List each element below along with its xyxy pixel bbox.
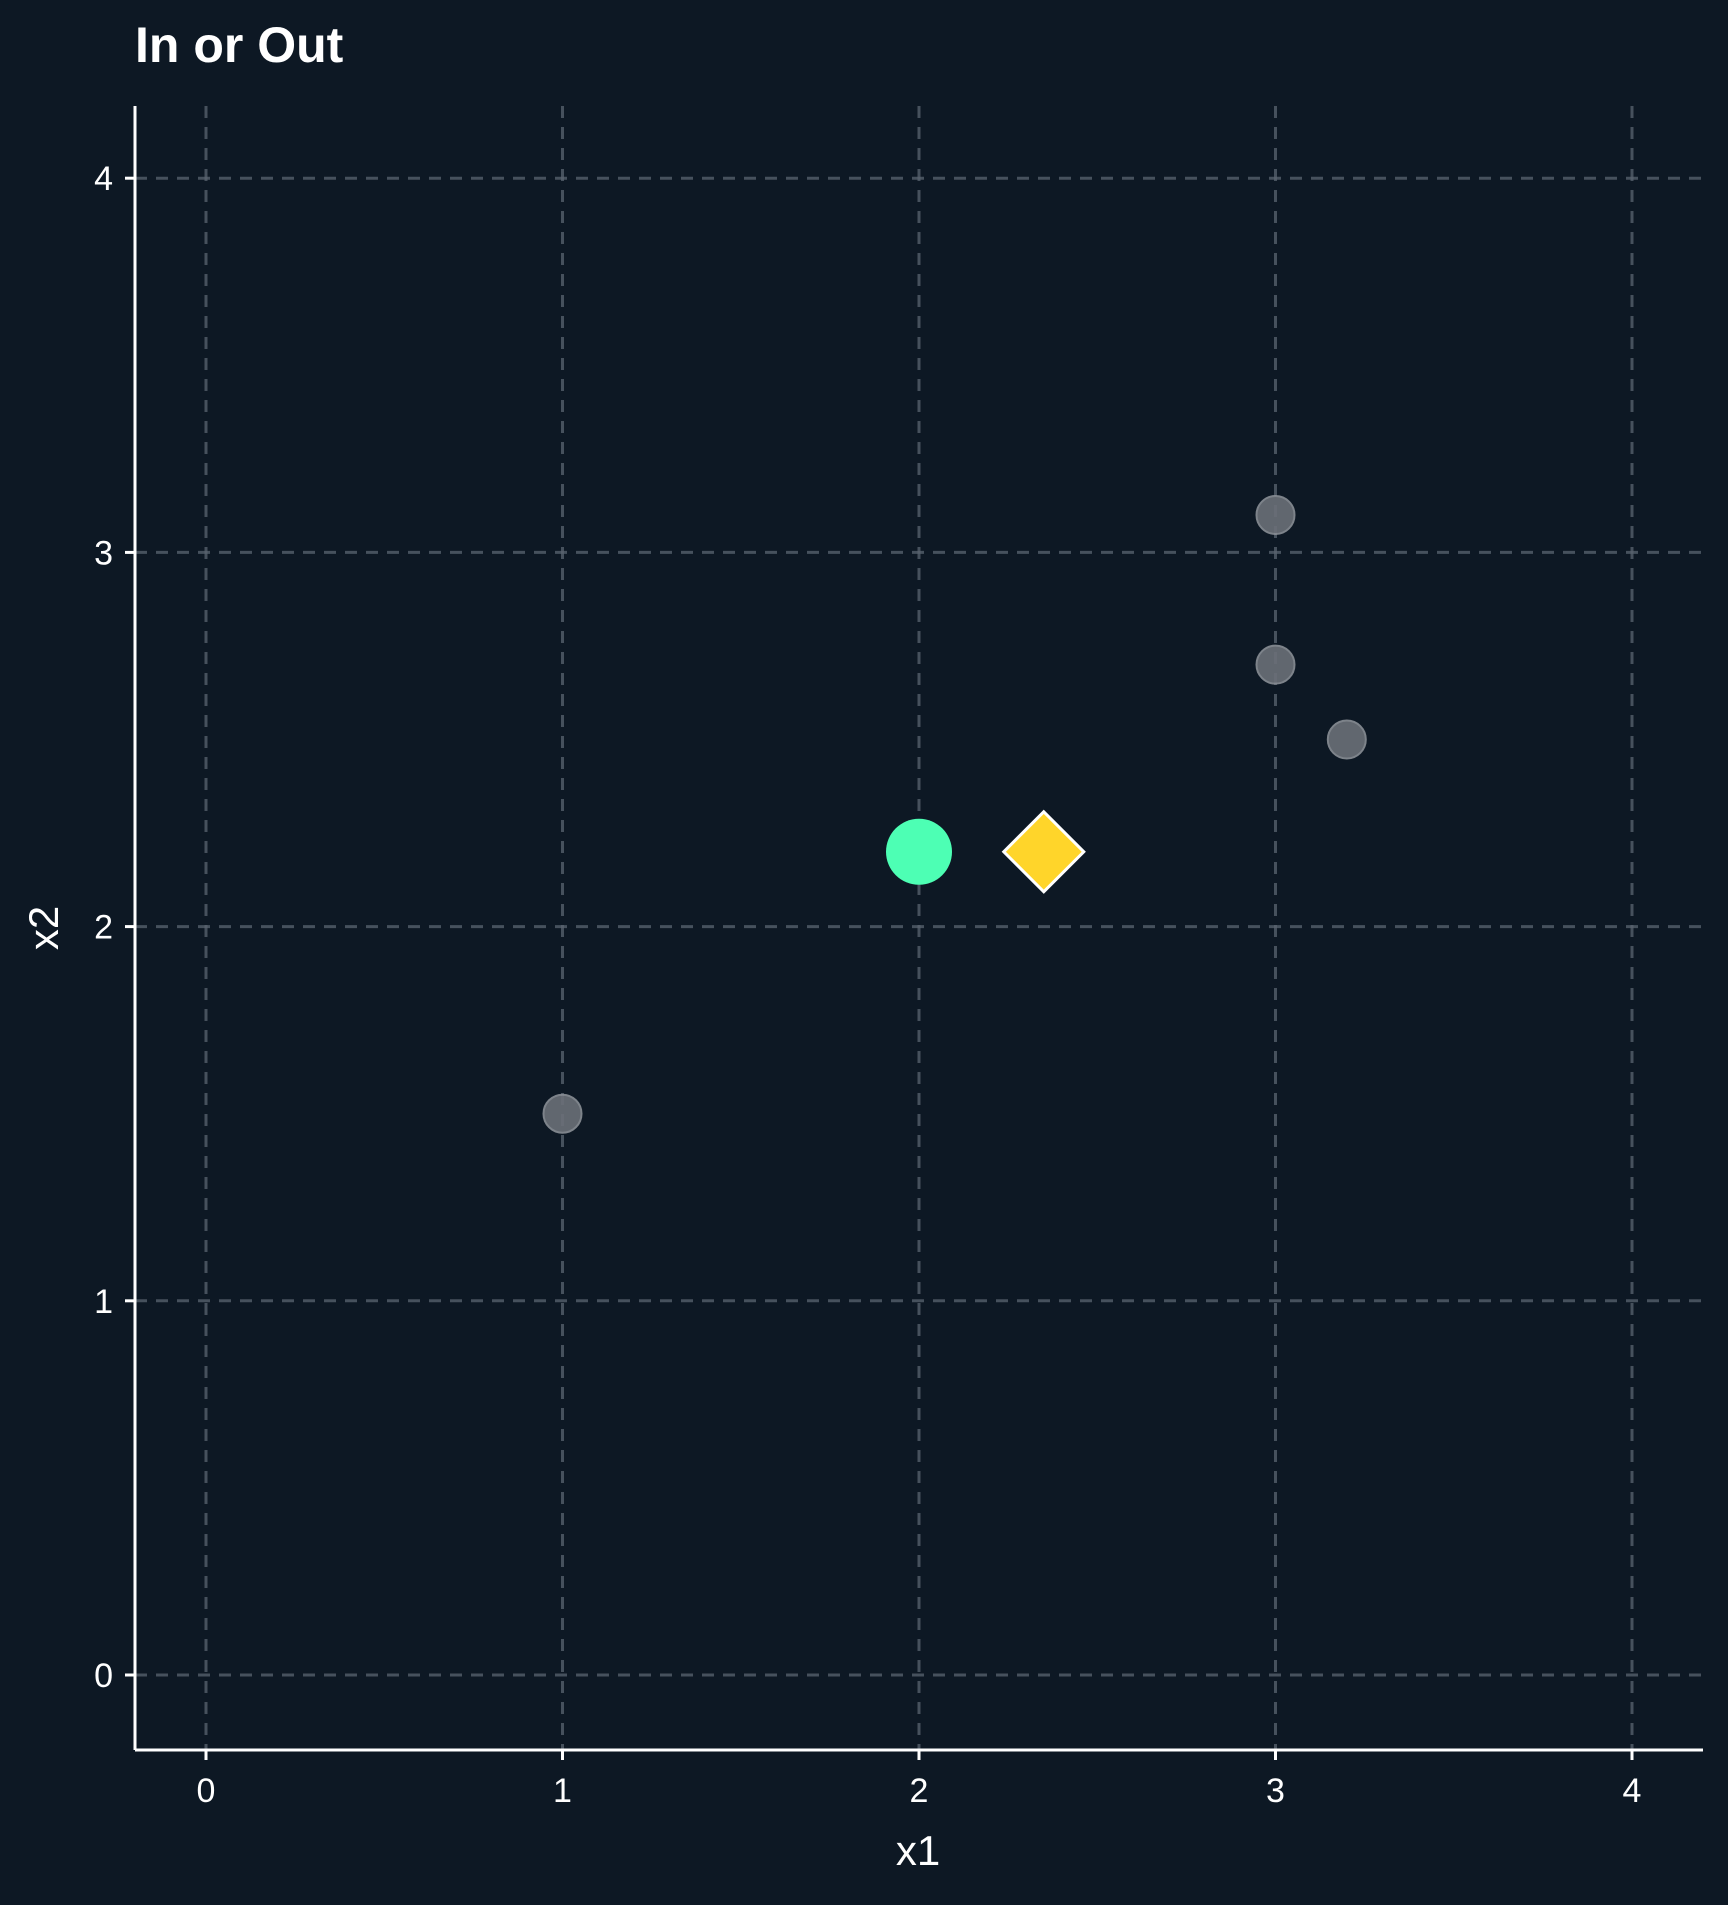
x-tick-label: 3 bbox=[1266, 1772, 1285, 1810]
x-tick-label: 2 bbox=[910, 1772, 929, 1810]
x-tick-label: 1 bbox=[553, 1772, 572, 1810]
y-tick-label: 3 bbox=[94, 534, 113, 572]
tick-layer: 0 1 2 3 4 0 1 2 3 4 bbox=[94, 160, 1641, 1810]
y-tick-label: 1 bbox=[94, 1283, 113, 1321]
x-tick-label: 4 bbox=[1623, 1772, 1642, 1810]
y-tick-label: 0 bbox=[94, 1657, 113, 1695]
grid-layer bbox=[135, 106, 1703, 1750]
data-point bbox=[1255, 644, 1296, 685]
data-point bbox=[542, 1093, 583, 1134]
y-tick-label: 4 bbox=[94, 160, 113, 198]
data-point bbox=[1326, 719, 1367, 760]
point-layer bbox=[542, 494, 1367, 1134]
x-tick-label: 0 bbox=[197, 1772, 216, 1810]
diamond-point bbox=[1001, 809, 1086, 894]
y-axis-label: x2 bbox=[20, 906, 67, 950]
highlight-point bbox=[886, 818, 952, 885]
data-point bbox=[1255, 494, 1296, 535]
x-axis-label: x1 bbox=[896, 1827, 940, 1874]
y-tick-label: 2 bbox=[94, 909, 113, 947]
chart-title: In or Out bbox=[135, 17, 344, 73]
